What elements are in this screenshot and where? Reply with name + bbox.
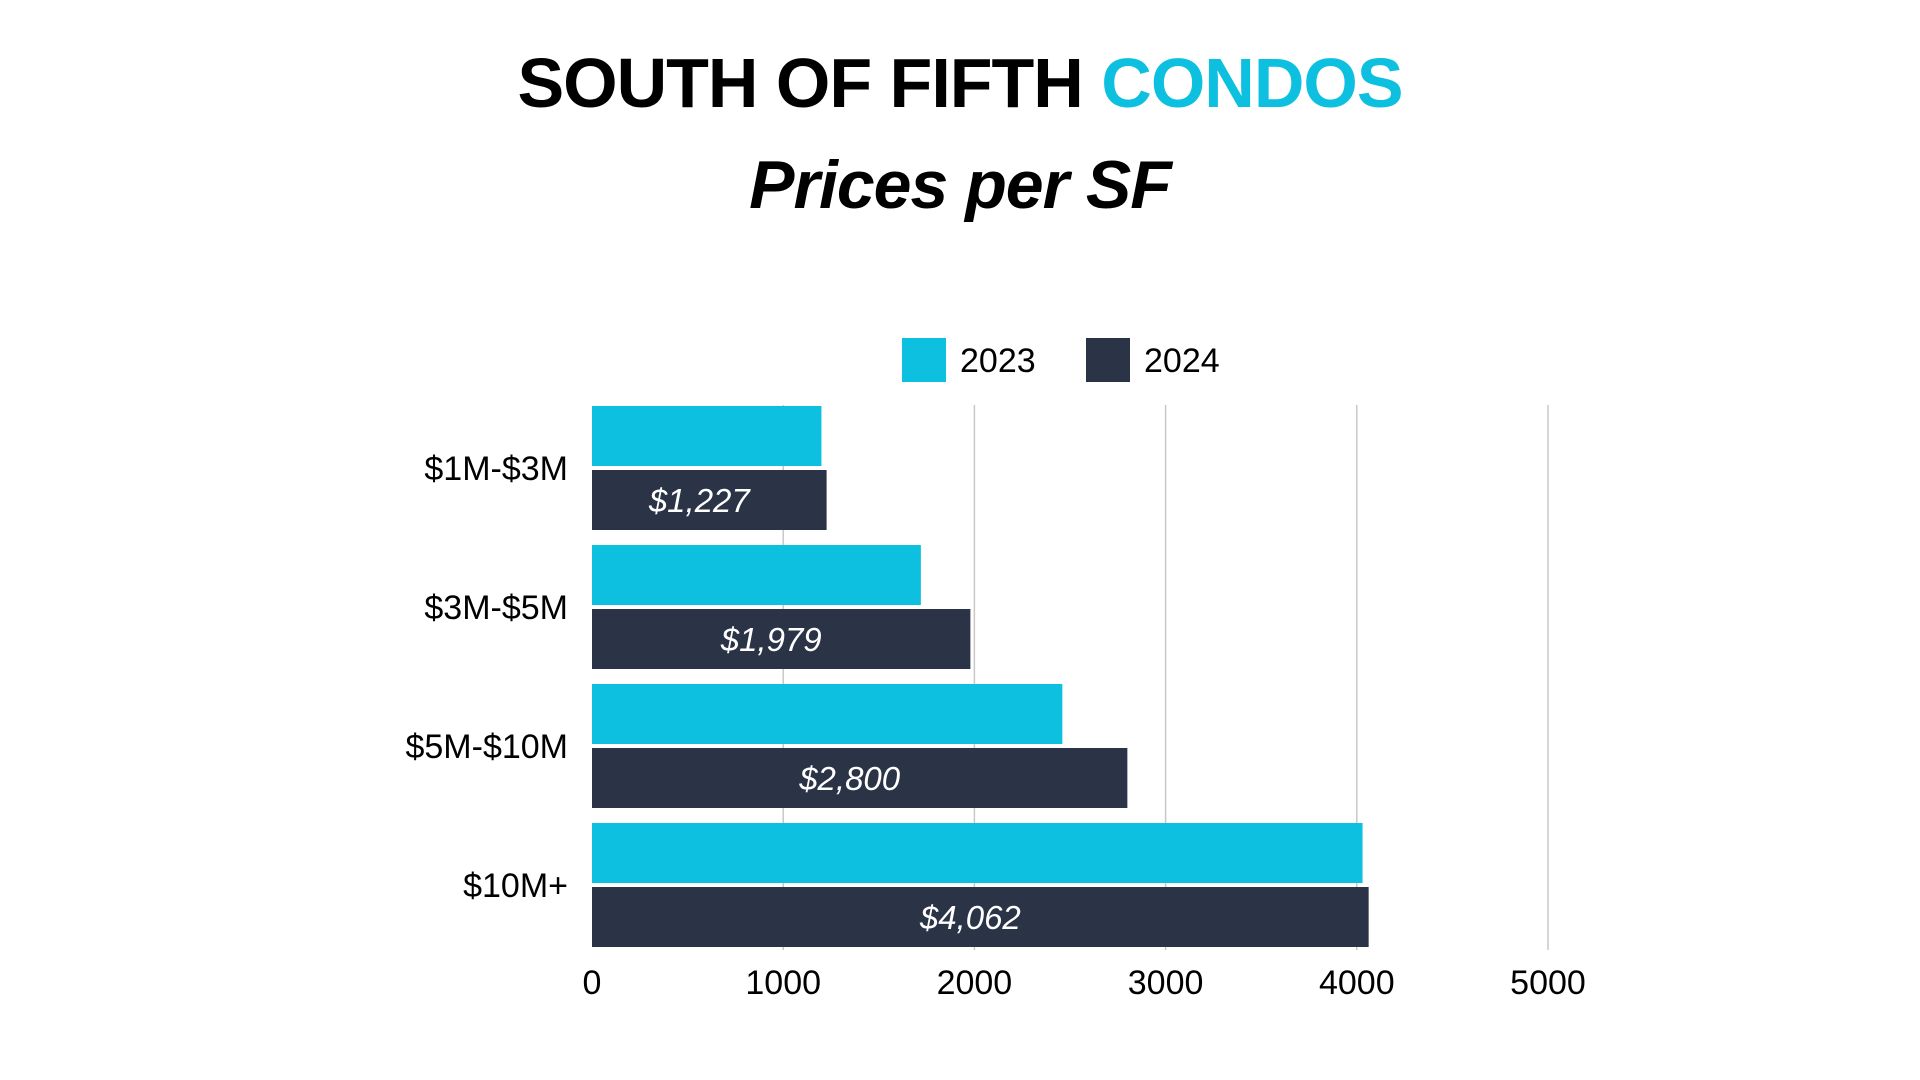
legend-swatch xyxy=(902,338,946,382)
x-tick-label: 5000 xyxy=(1510,964,1586,1002)
x-tick-label: 1000 xyxy=(745,964,821,1002)
legend: 2023 2024 xyxy=(902,338,1220,382)
bar-value-label: $1,227 xyxy=(648,482,752,519)
category-axis: $1M-$3M $3M-$5M $5M-$10M $10M+ xyxy=(405,450,568,905)
x-tick-label: 0 xyxy=(583,964,602,1002)
bar xyxy=(592,406,822,466)
title-text: SOUTH OF FIFTH xyxy=(517,44,1102,122)
category-label: $3M-$5M xyxy=(424,589,568,627)
legend-swatch xyxy=(1086,338,1130,382)
title-accent-text: CONDOS xyxy=(1101,44,1403,122)
bar xyxy=(592,545,921,605)
bars xyxy=(592,406,1369,947)
x-tick-label: 4000 xyxy=(1319,964,1395,1002)
category-label: $1M-$3M xyxy=(424,450,568,488)
legend-label: 2024 xyxy=(1144,342,1220,380)
bar xyxy=(592,470,827,530)
bar-value-labels: $1,227 $1,979 $2,800 $4,062 xyxy=(648,482,1021,936)
bar-value-label: $1,979 xyxy=(720,621,822,658)
value-axis: 0 1000 2000 3000 4000 5000 xyxy=(583,964,1586,1002)
bar xyxy=(592,684,1063,744)
x-tick-label: 3000 xyxy=(1128,964,1204,1002)
bar xyxy=(592,887,1369,947)
bar-value-label: $2,800 xyxy=(798,760,901,797)
x-tick-label: 2000 xyxy=(937,964,1013,1002)
chart-subtitle: Prices per SF xyxy=(749,147,1172,223)
bar xyxy=(592,823,1363,883)
category-label: $5M-$10M xyxy=(405,728,568,766)
legend-label: 2023 xyxy=(960,342,1036,380)
category-label: $10M+ xyxy=(463,867,568,905)
bar xyxy=(592,609,971,669)
bar xyxy=(592,748,1128,808)
bar-value-label: $4,062 xyxy=(919,899,1021,936)
chart-title: SOUTH OF FIFTH CONDOS xyxy=(0,38,1920,128)
